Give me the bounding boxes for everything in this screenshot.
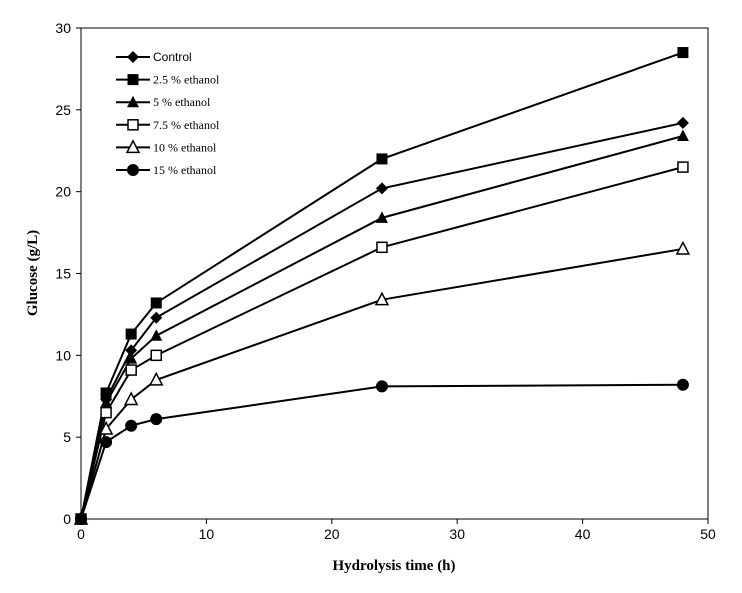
legend-marker-4 — [125, 139, 141, 154]
data-point-s5-p4 — [375, 380, 388, 393]
data-point-s0-p4 — [375, 182, 388, 195]
y-tick-label-5: 5 — [63, 429, 71, 445]
x-tick-label-20: 20 — [324, 526, 340, 542]
data-point-s2-p2 — [125, 352, 138, 364]
y-axis-title: Glucose (g/L) — [25, 230, 41, 316]
legend-marker-2 — [127, 95, 139, 108]
data-point-s3-p5 — [677, 161, 689, 173]
y-tick-label-30: 30 — [55, 20, 71, 36]
series-layer — [73, 47, 691, 525]
data-point-s1-p3 — [150, 297, 162, 309]
legend-entry-3: 7.5 % ethanol — [116, 118, 220, 132]
series-line-0 — [80, 121, 684, 520]
data-point-s2-p4 — [375, 211, 388, 223]
data-point-s4-p5 — [675, 240, 691, 255]
data-point-s4-p3 — [149, 371, 164, 386]
legend-label-4: 10 % ethanol — [153, 140, 217, 154]
data-point-s5-p3 — [150, 413, 163, 426]
data-point-s3-p1 — [100, 406, 112, 419]
data-point-s2-p3 — [150, 329, 163, 341]
legend-label-5: 15 % ethanol — [153, 163, 217, 177]
data-point-s5-p1 — [100, 436, 113, 449]
data-point-s1-p1 — [100, 387, 112, 399]
legend-marker-3 — [127, 119, 139, 131]
data-point-s0-p5 — [676, 116, 689, 129]
data-point-s2-p1 — [100, 396, 113, 408]
data-point-s5-p5 — [676, 378, 689, 391]
x-tick-label-40: 40 — [575, 526, 591, 542]
legend-entry-0: Control — [116, 50, 192, 64]
legend-entry-1: 2.5 % ethanol — [116, 73, 220, 87]
legend: Control 2.5 % ethanol 5 % ethanol 7.5 % eth… — [116, 50, 220, 177]
series-line-2 — [80, 135, 684, 520]
data-point-s3-p4 — [376, 241, 388, 254]
series-5 — [75, 378, 689, 525]
y-tick-label-10: 10 — [55, 347, 71, 363]
legend-label-0: Control — [153, 50, 192, 64]
x-tick-label-10: 10 — [199, 526, 215, 542]
y-tick-label-15: 15 — [55, 266, 71, 282]
data-point-s2-p5 — [676, 129, 689, 142]
legend-marker-1 — [127, 74, 139, 86]
data-point-s3-p3 — [150, 349, 162, 362]
y-tick-label-0: 0 — [63, 511, 71, 527]
legend-entry-5: 15 % ethanol — [116, 163, 217, 177]
legend-entry-2: 5 % ethanol — [116, 95, 211, 109]
legend-label-3: 7.5 % ethanol — [153, 118, 220, 132]
data-point-s0-p2 — [125, 344, 138, 357]
data-point-s5-p2 — [125, 419, 138, 432]
data-point-s0-p3 — [150, 311, 163, 324]
data-point-s1-p5 — [677, 47, 689, 59]
series-line-5 — [80, 383, 683, 520]
data-point-s4-p1 — [98, 420, 114, 435]
y-tick-label-20: 20 — [55, 184, 71, 200]
data-point-s4-p2 — [123, 391, 139, 406]
y-tick-label-25: 25 — [55, 102, 71, 118]
data-point-s3-p2 — [125, 364, 137, 376]
legend-label-2: 5 % ethanol — [153, 95, 211, 109]
data-point-s1-p4 — [376, 153, 388, 165]
legend-marker-5 — [127, 164, 139, 176]
x-tick-label-0: 0 — [77, 526, 85, 542]
series-0 — [75, 116, 689, 525]
data-point-s1-p2 — [125, 328, 137, 340]
x-axis-title: Hydrolysis time (h) — [332, 558, 455, 574]
plot-area-frame — [80, 27, 709, 520]
x-tick-label-50: 50 — [700, 526, 716, 542]
legend-entry-4: 10 % ethanol — [116, 139, 217, 154]
axis-ticks: 0 10 20 30 40 50 0 5 10 15 20 25 30 — [55, 20, 716, 542]
legend-label-1: 2.5 % ethanol — [153, 73, 220, 87]
data-point-s4-p4 — [374, 291, 390, 306]
legend-marker-0 — [127, 51, 139, 63]
x-tick-label-30: 30 — [449, 526, 465, 542]
